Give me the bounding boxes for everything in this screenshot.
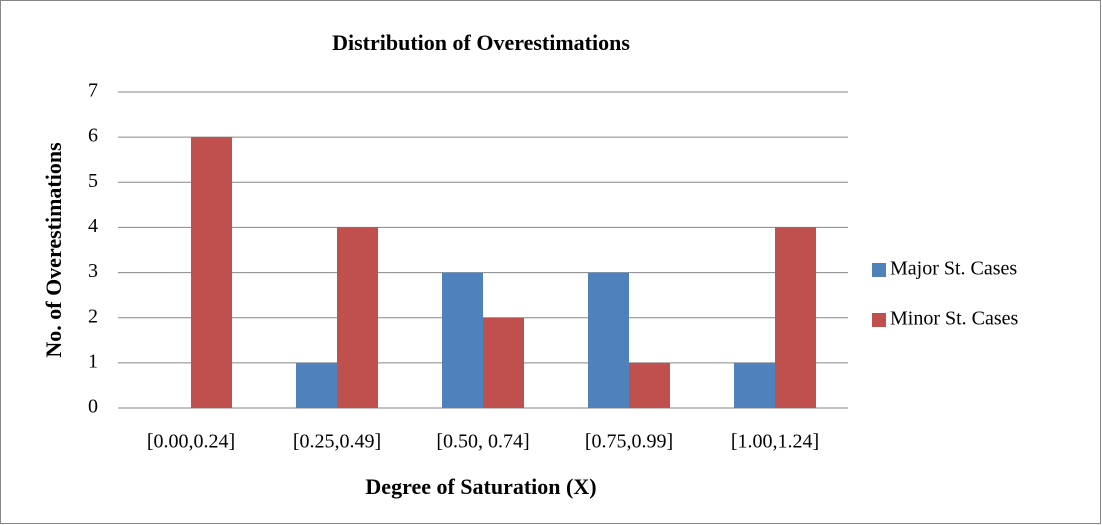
legend-swatch	[872, 313, 886, 327]
bar	[296, 362, 337, 408]
bar	[442, 272, 483, 408]
y-tick-label: 3	[88, 260, 98, 282]
chart-title: Distribution of Overestimations	[332, 30, 630, 55]
y-tick-label: 0	[88, 396, 98, 418]
y-axis-label: No. of Overestimations	[41, 142, 66, 358]
legend-swatch	[872, 263, 886, 277]
bar	[191, 137, 232, 408]
x-tick-label: [1.00,1.24]	[731, 431, 819, 453]
bar	[629, 362, 670, 408]
legend-label: Minor St. Cases	[890, 308, 1019, 330]
x-tick-label: [0.00,0.24]	[147, 431, 235, 453]
bar	[337, 227, 378, 408]
y-tick-label: 6	[88, 125, 98, 147]
bar	[734, 362, 775, 408]
legend-label: Major St. Cases	[890, 258, 1017, 280]
y-tick-label: 4	[88, 215, 98, 237]
y-tick-label: 7	[88, 80, 98, 102]
bar	[483, 317, 524, 408]
y-tick-label: 2	[88, 305, 98, 327]
x-tick-label: [0.75,0.99]	[585, 431, 673, 453]
bar	[588, 272, 629, 408]
y-tick-label: 5	[88, 170, 98, 192]
x-axis-label: Degree of Saturation (X)	[365, 474, 596, 499]
bar	[775, 227, 816, 408]
y-tick-label: 1	[88, 350, 98, 372]
x-tick-label: [0.25,0.49]	[293, 431, 381, 453]
x-tick-label: [0.50, 0.74]	[436, 431, 529, 453]
